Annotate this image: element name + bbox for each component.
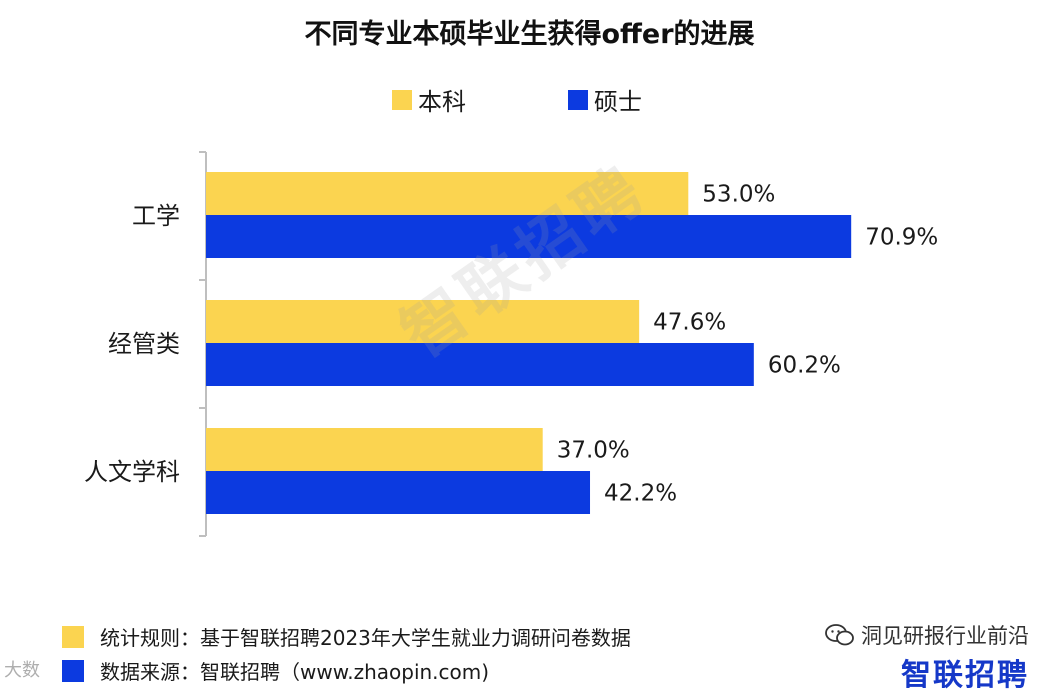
chart-title: 不同专业本硕毕业生获得offer的进展	[304, 19, 755, 50]
footer-source: 数据来源：智联招聘（www.zhaopin.com)	[62, 656, 489, 685]
data-label: 60.2%	[768, 353, 841, 379]
data-label: 47.6%	[653, 310, 726, 336]
footer-rule: 统计规则：基于智联招聘2023年大学生就业力调研问卷数据	[62, 622, 631, 651]
data-label: 42.2%	[604, 481, 677, 507]
wechat-account: 洞见研报行业前沿	[825, 620, 1029, 650]
brand-logo: 智联招聘	[901, 658, 1029, 693]
wechat-icon	[825, 623, 855, 647]
legend-label-master: 硕士	[594, 88, 642, 116]
footer-swatch-master	[62, 659, 84, 682]
corner-watermark: 大数	[4, 660, 40, 681]
data-label: 37.0%	[557, 438, 630, 464]
bar-undergrad	[206, 428, 543, 471]
legend-swatch-undergrad	[392, 89, 412, 110]
legend: 本科 硕士	[0, 82, 1059, 116]
footer-rule-text: 统计规则：基于智联招聘2023年大学生就业力调研问卷数据	[100, 626, 631, 650]
category-label: 人文学科	[84, 458, 180, 486]
bar-chart: 工学 53.0% 70.9% 经管类 47.6% 60.2% 人文学科 37.0% 42.2%	[84, 151, 938, 537]
footer-source-text: 数据来源：智联招聘（www.zhaopin.com)	[100, 660, 490, 684]
category-label: 经管类	[108, 330, 180, 358]
legend-item-master: 硕士	[568, 82, 642, 117]
wechat-account-name: 洞见研报行业前沿	[861, 624, 1029, 648]
legend-item-undergrad: 本科	[392, 82, 466, 117]
bar-undergrad	[206, 172, 689, 215]
footer-swatch-undergrad	[62, 625, 84, 648]
bar-master	[206, 343, 754, 386]
data-label: 70.9%	[865, 225, 938, 251]
legend-swatch-master	[568, 89, 588, 110]
category-label: 工学	[132, 202, 180, 230]
bar-master	[206, 471, 591, 514]
data-label: 53.0%	[702, 182, 775, 208]
bar-undergrad	[206, 300, 640, 343]
bar-master	[206, 215, 852, 258]
legend-label-undergrad: 本科	[418, 88, 466, 116]
